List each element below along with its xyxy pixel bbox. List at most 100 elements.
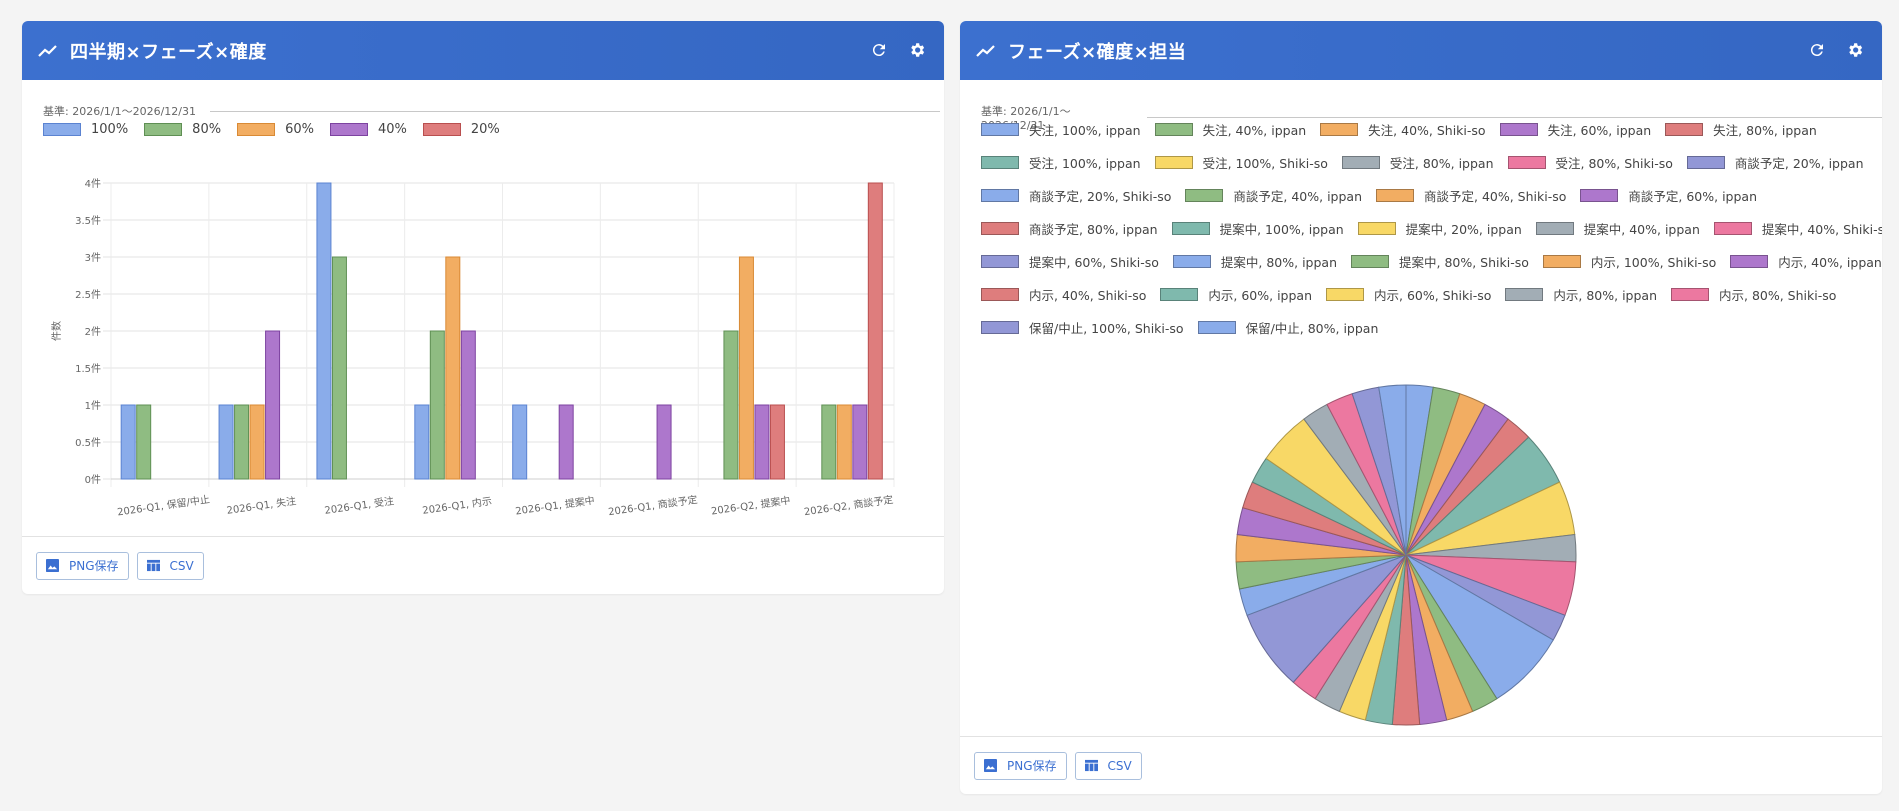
legend-item[interactable]: 受注, 80%, Shiki-so	[1507, 152, 1673, 172]
legend-label: 保留/中止, 80%, ippan	[1245, 320, 1379, 336]
period-label: 基準: 2026/1/1〜2026/12/31	[43, 105, 197, 118]
png-save-button[interactable]: PNG保存	[36, 551, 129, 580]
legend-item[interactable]: 提案中, 80%, ippan	[1172, 251, 1337, 271]
legend-label: 保留/中止, 100%, Shiki-so	[1029, 320, 1184, 336]
legend-swatch	[1357, 221, 1396, 235]
legend-item[interactable]: 商談予定, 40%, Shiki-so	[1376, 185, 1566, 205]
legend-swatch	[981, 221, 1019, 235]
legend-item[interactable]: 内示, 100%, Shiki-so	[1542, 251, 1716, 271]
legend-label: 40%	[377, 121, 407, 137]
legend-item[interactable]: 100%	[43, 119, 128, 139]
legend-item[interactable]: 内示, 40%, ippan	[1730, 251, 1882, 271]
legend-item[interactable]: 提案中, 20%, ippan	[1357, 218, 1522, 238]
legend-swatch	[1535, 221, 1574, 235]
legend-item[interactable]: 提案中, 40%, ippan	[1535, 218, 1700, 238]
chart-legend: 100% 80% 60% 40% 20%	[43, 119, 923, 139]
csv-button[interactable]: CSV	[136, 551, 204, 580]
svg-text:1.5件: 1.5件	[75, 363, 101, 375]
legend-label: 失注, 80%, ippan	[1713, 122, 1817, 138]
legend-swatch	[237, 122, 276, 136]
legend-label: 商談予定, 80%, ippan	[1029, 221, 1158, 237]
chart-panel-phase-probability-owner: フェーズ×確度×担当 基準: 2026/1/1〜2026/12/31 失注, 1…	[960, 21, 1882, 794]
legend-item[interactable]: 提案中, 80%, Shiki-so	[1351, 251, 1529, 271]
gear-icon[interactable]	[1846, 41, 1864, 59]
legend-item[interactable]: 商談予定, 80%, ippan	[981, 218, 1158, 238]
legend-item[interactable]: 内示, 60%, Shiki-so	[1326, 284, 1491, 304]
legend-item[interactable]: 提案中, 100%, ippan	[1171, 218, 1344, 238]
legend-label: 商談予定, 20%, ippan	[1734, 155, 1864, 171]
legend-item[interactable]: 失注, 100%, ippan	[981, 119, 1141, 139]
legend-swatch	[1730, 254, 1769, 268]
csv-button[interactable]: CSV	[1074, 751, 1142, 780]
legend-swatch	[1326, 287, 1364, 301]
gear-icon[interactable]	[908, 41, 926, 59]
legend-label: 受注, 100%, Shiki-so	[1202, 155, 1328, 171]
png-save-button[interactable]: PNG保存	[974, 751, 1067, 780]
legend-item[interactable]: 60%	[237, 119, 314, 139]
legend-label: 提案中, 80%, ippan	[1220, 254, 1337, 270]
legend-swatch	[981, 155, 1019, 169]
legend-swatch	[1505, 287, 1544, 301]
image-icon	[46, 559, 59, 572]
legend-swatch	[1665, 122, 1704, 136]
legend-item[interactable]: 商談予定, 60%, ippan	[1580, 185, 1757, 205]
divider	[210, 110, 941, 112]
legend-item[interactable]: 内示, 40%, Shiki-so	[981, 284, 1146, 304]
legend-item[interactable]: 内示, 60%, ippan	[1160, 284, 1312, 304]
legend-item[interactable]: 商談予定, 40%, ippan	[1185, 185, 1362, 205]
legend-item[interactable]: 受注, 100%, ippan	[981, 152, 1141, 172]
svg-text:4件: 4件	[85, 178, 101, 190]
panel-title: フェーズ×確度×担当	[1008, 41, 1187, 63]
legend-label: 内示, 60%, ippan	[1208, 287, 1312, 303]
refresh-icon[interactable]	[870, 41, 888, 59]
trend-icon	[38, 44, 57, 57]
legend-swatch	[1185, 188, 1224, 202]
svg-text:2件: 2件	[85, 326, 101, 338]
svg-text:3.5件: 3.5件	[75, 215, 101, 227]
legend-item[interactable]: 失注, 40%, ippan	[1154, 119, 1306, 139]
legend-label: 80%	[192, 121, 222, 137]
legend-label: 商談予定, 40%, ippan	[1233, 188, 1362, 204]
panel-footer: PNG保存 CSV	[22, 536, 944, 594]
legend-item[interactable]: 保留/中止, 80%, ippan	[1197, 317, 1379, 337]
legend-item[interactable]: 20%	[422, 119, 500, 139]
legend-label: 内示, 80%, Shiki-so	[1719, 287, 1837, 303]
legend-swatch	[981, 287, 1019, 301]
legend-item[interactable]: 40%	[329, 119, 407, 139]
chart-legend: 失注, 100%, ippan 失注, 40%, ippan 失注, 40%, Sh…	[981, 119, 1882, 337]
legend-swatch	[1172, 254, 1211, 268]
legend-swatch	[981, 254, 1019, 268]
legend-swatch	[1341, 155, 1380, 169]
legend-swatch	[1160, 287, 1199, 301]
legend-item[interactable]: 商談予定, 20%, ippan	[1686, 152, 1864, 172]
legend-label: 失注, 40%, Shiki-so	[1368, 122, 1486, 138]
legend-item[interactable]: 商談予定, 20%, Shiki-so	[981, 185, 1171, 205]
table-icon	[146, 559, 160, 572]
panel-header: 四半期×フェーズ×確度	[22, 21, 944, 80]
png-save-label: PNG保存	[1007, 759, 1057, 773]
legend-item[interactable]: 80%	[144, 119, 221, 139]
legend-item[interactable]: 提案中, 60%, Shiki-so	[981, 251, 1159, 271]
legend-item[interactable]: 受注, 100%, Shiki-so	[1154, 152, 1328, 172]
legend-swatch	[1376, 188, 1414, 202]
legend-item[interactable]: 受注, 80%, ippan	[1341, 152, 1494, 172]
legend-item[interactable]: 内示, 80%, ippan	[1505, 284, 1657, 304]
legend-item[interactable]: 内示, 80%, Shiki-so	[1671, 284, 1836, 304]
divider	[1146, 117, 1882, 118]
legend-item[interactable]: 提案中, 40%, Shiki-so	[1713, 218, 1882, 238]
panel-title: 四半期×フェーズ×確度	[70, 41, 267, 63]
legend-label: 商談予定, 20%, Shiki-so	[1029, 188, 1172, 204]
legend-item[interactable]: 失注, 60%, ippan	[1499, 119, 1651, 139]
legend-label: 受注, 80%, Shiki-so	[1555, 155, 1673, 171]
legend-swatch	[1320, 122, 1359, 136]
legend-item[interactable]: 失注, 80%, ippan	[1665, 119, 1817, 139]
legend-item[interactable]: 失注, 40%, Shiki-so	[1320, 119, 1486, 139]
csv-label: CSV	[169, 558, 194, 573]
legend-label: 商談予定, 60%, ippan	[1628, 188, 1757, 204]
legend-item[interactable]: 保留/中止, 100%, Shiki-so	[981, 317, 1184, 337]
pie-slice[interactable]	[1378, 384, 1407, 556]
svg-text:2026-Q1, 受注: 2026-Q1, 受注	[324, 494, 395, 517]
refresh-icon[interactable]	[1808, 41, 1826, 59]
csv-label: CSV	[1107, 758, 1132, 773]
